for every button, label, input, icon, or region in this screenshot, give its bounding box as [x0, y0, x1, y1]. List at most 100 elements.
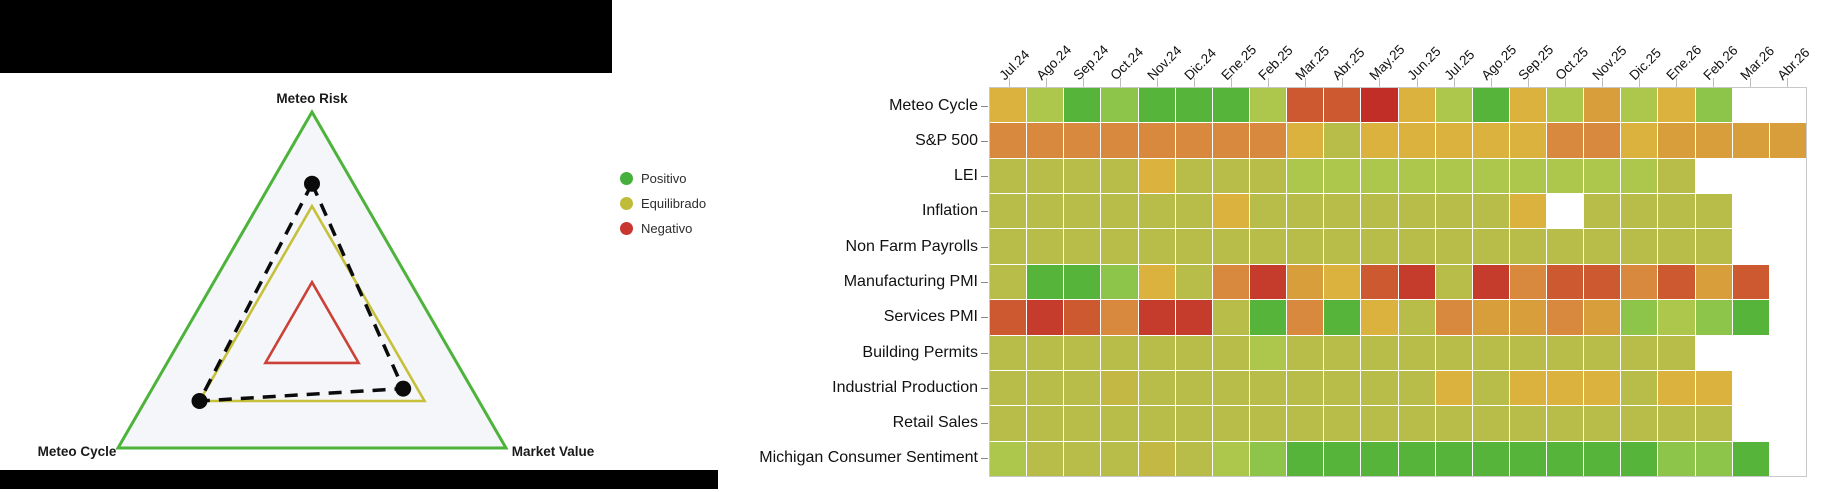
heatmap-cell [1064, 123, 1101, 158]
heatmap-cell [1064, 229, 1101, 264]
equilibrado-dot-icon [620, 197, 633, 210]
heatmap-cell [1138, 335, 1175, 370]
heatmap-col-label: Jul.25 [1441, 46, 1478, 83]
heatmap-cell [990, 88, 1027, 123]
heatmap-col-label: Feb.25 [1255, 42, 1296, 83]
heatmap-col-label: Sep.24 [1070, 42, 1111, 83]
column-tick [1564, 78, 1566, 87]
heatmap-cell [1472, 88, 1509, 123]
heatmap-cell [1324, 335, 1361, 370]
heatmap-col-label: Jul.24 [995, 46, 1033, 83]
heatmap-cell [1547, 123, 1584, 158]
heatmap-row-label: Non Farm Payrolls [845, 237, 978, 255]
heatmap-cell [1101, 194, 1138, 229]
radar-series-line [196, 179, 406, 403]
heatmap-cell [1324, 158, 1361, 194]
heatmap-cell [990, 406, 1027, 441]
heatmap-cell [1621, 335, 1658, 370]
radar-legend: Positivo Equilibrado Negativo [620, 171, 706, 236]
heatmap-cell [1138, 194, 1175, 229]
heatmap-cell [1212, 158, 1249, 194]
heatmap-cell [1621, 406, 1658, 441]
heatmap-cell [1621, 264, 1658, 300]
heatmap-cell [1398, 158, 1435, 194]
heatmap-cell [1361, 300, 1398, 335]
heatmap-cell [1324, 406, 1361, 441]
heatmap-cell [1584, 123, 1621, 158]
heatmap-cell [1287, 441, 1324, 476]
heatmap-cell [1584, 229, 1621, 264]
heatmap-cell [1175, 300, 1212, 335]
heatmap-cell [1101, 406, 1138, 441]
heatmap-cell [1027, 229, 1064, 264]
heatmap-cell [1509, 370, 1547, 406]
heatmap-cell [1101, 264, 1138, 300]
heatmap-cell [1621, 441, 1658, 476]
heatmap-cell [1249, 194, 1287, 229]
heatmap-cell [1064, 335, 1101, 370]
heatmap-cell [1732, 300, 1769, 335]
heatmap-cell [1101, 441, 1138, 476]
heatmap-cell [1695, 229, 1732, 264]
legend-item-negativo: Negativo [620, 221, 706, 236]
column-tick [1787, 78, 1789, 87]
heatmap-cell [1361, 158, 1398, 194]
heatmap-cell [1249, 229, 1287, 264]
heatmap-cell [1027, 194, 1064, 229]
heatmap-cell [1435, 123, 1472, 158]
heatmap-cell [1175, 370, 1212, 406]
heatmap-cell-empty [1769, 335, 1806, 370]
heatmap-cell [1287, 335, 1324, 370]
column-tick [1342, 78, 1344, 87]
heatmap-cell [1435, 441, 1472, 476]
heatmap-cell [1138, 158, 1175, 194]
heatmap-cell [1175, 88, 1212, 123]
heatmap-cell [1324, 123, 1361, 158]
heatmap-col-label: Oct.25 [1552, 44, 1592, 83]
heatmap-cell [1584, 88, 1621, 123]
heatmap-cell [1658, 264, 1695, 300]
heatmap-col-label: Nov.24 [1144, 42, 1185, 83]
heatmap-cell [990, 264, 1027, 300]
heatmap-cell [1584, 441, 1621, 476]
heatmap-row-label: S&P 500 [915, 131, 978, 149]
bottom-black-bar [0, 470, 718, 489]
heatmap-cell [1101, 88, 1138, 123]
heatmap-cell [1509, 441, 1547, 476]
heatmap-cell-empty [1732, 335, 1769, 370]
heatmap-cell [1398, 300, 1435, 335]
column-tick [1527, 78, 1529, 87]
heatmap-cell [1509, 406, 1547, 441]
column-tick [1676, 78, 1678, 87]
heatmap-cell [1621, 88, 1658, 123]
heatmap-cell-empty [1769, 194, 1806, 229]
heatmap-cell [1472, 406, 1509, 441]
heatmap-cell-empty [1769, 264, 1806, 300]
heatmap-cell [990, 300, 1027, 335]
heatmap-row-label: LEI [953, 167, 978, 185]
heatmap-col-label: Nov.25 [1589, 42, 1630, 83]
heatmap-cell [1064, 264, 1101, 300]
heatmap-cell [1658, 158, 1695, 194]
heatmap-col-label: Abr.26 [1774, 44, 1814, 83]
heatmap-cell-empty [1695, 158, 1732, 194]
heatmap-cell [1064, 88, 1101, 123]
radar-ring-equilibrado [197, 203, 427, 403]
column-tick [1231, 78, 1233, 87]
row-tick [981, 176, 988, 178]
heatmap-cell [1138, 370, 1175, 406]
heatmap-cell [1547, 88, 1584, 123]
row-tick [981, 282, 988, 283]
heatmap-cell [1027, 406, 1064, 441]
heatmap-cell [1175, 123, 1212, 158]
heatmap-cell [990, 370, 1027, 406]
heatmap-col-label: Dic.24 [1181, 45, 1220, 83]
heatmap-cell [1547, 158, 1584, 194]
heatmap-cell [1509, 300, 1547, 335]
heatmap-cell [1695, 123, 1732, 158]
heatmap-cell [1287, 194, 1324, 229]
positivo-dot-icon [620, 172, 633, 185]
heatmap-row-labels: Meteo Cycle S&P 500 LEI Inflation Non Farm P… [618, 88, 978, 476]
heatmap-cell [1435, 88, 1472, 123]
heatmap-cell [1695, 194, 1732, 229]
